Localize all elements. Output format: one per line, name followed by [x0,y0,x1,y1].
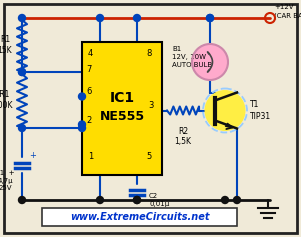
Circle shape [134,196,141,204]
Circle shape [18,68,26,76]
Text: 1: 1 [88,152,93,161]
Circle shape [234,196,240,204]
Circle shape [134,196,141,204]
Circle shape [18,14,26,22]
Text: IC1: IC1 [110,91,135,105]
Text: R1
15K: R1 15K [0,35,12,55]
Circle shape [205,91,245,130]
Circle shape [192,44,228,80]
Text: 2: 2 [86,115,91,124]
Circle shape [18,124,26,132]
Text: 4: 4 [88,49,93,58]
Circle shape [222,196,228,204]
Bar [82,42,162,175]
Text: B1
12V, 10W
AUTO BULB: B1 12V, 10W AUTO BULB [172,46,212,68]
Text: VR1
100K: VR1 100K [0,90,13,110]
Text: C1  +
4,7μ
25V: C1 + 4,7μ 25V [0,170,15,191]
Circle shape [97,196,104,204]
Circle shape [18,68,26,76]
Text: NE555: NE555 [99,110,144,123]
Text: 8: 8 [146,49,151,58]
Circle shape [79,121,85,128]
Circle shape [206,14,213,22]
Text: 5: 5 [146,152,151,161]
Text: R2
1,5K: R2 1,5K [175,127,191,146]
Circle shape [79,93,85,100]
Bar [42,208,237,226]
Text: T1
TIP31: T1 TIP31 [250,100,271,121]
Text: +12V
(CAR BATT.): +12V (CAR BATT.) [274,4,301,18]
Circle shape [134,14,141,22]
Text: C2
0,01μ: C2 0,01μ [149,193,169,207]
Text: 7: 7 [86,65,92,74]
Circle shape [206,14,213,22]
Circle shape [97,14,104,22]
Circle shape [18,196,26,204]
Text: www.ExtremeCircuits.net: www.ExtremeCircuits.net [70,212,209,222]
Text: +: + [29,150,36,160]
Text: 6: 6 [86,87,92,96]
Text: 3: 3 [148,101,154,110]
Circle shape [79,124,85,132]
